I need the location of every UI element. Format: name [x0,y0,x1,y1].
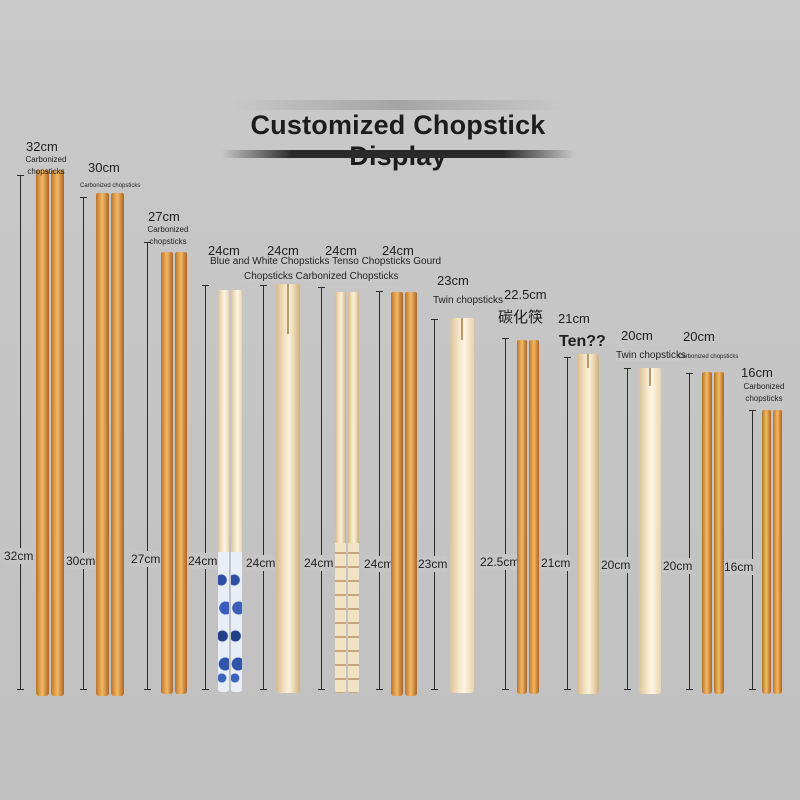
sub-label-16: Carbonized chopsticks [743,382,785,403]
chopstick-pair-twin-20 [639,368,661,694]
title-banner: Customized Chopstick Display [222,100,574,171]
side-label-22-5: 22.5cm [480,554,520,570]
chopstick [577,354,599,694]
measure-line-24a [202,285,209,690]
measure-line-20b [686,373,693,690]
sub-label-20a: Twin chopsticks [616,350,687,361]
blue-white-pattern [218,552,229,692]
top-label-24a: 24cm [208,243,240,258]
gourd-pattern [335,543,346,693]
top-label-27: 27cm [148,209,180,224]
top-label-20a: 20cm [621,328,653,343]
chopstick [714,372,724,694]
chopstick [96,193,109,696]
chopstick [231,290,242,692]
top-label-24c: 24cm [325,243,357,258]
top-label-23: 23cm [437,273,469,288]
side-label-24c: 24cm [304,555,334,571]
top-label-24d: 24cm [382,243,414,258]
side-label-16: 16cm [724,559,754,575]
chopstick [51,170,64,696]
title-shadow [232,100,564,110]
chopstick [391,292,403,696]
side-label-24b: 24cm [246,555,276,571]
measure-line-23 [431,319,438,690]
side-label-20b: 20cm [663,558,693,574]
page-title: Customized Chopstick Display [250,110,546,171]
top-label-21: 21cm [558,311,590,326]
measure-line-20a [624,368,631,690]
chopstick [702,372,712,694]
top-label-20b: 20cm [683,329,715,344]
chopstick [762,410,771,694]
side-label-24a: 24cm [188,553,218,569]
side-label-27: 27cm [131,551,161,567]
chopstick-pair-32 [34,170,66,696]
side-label-24d: 24cm [364,556,394,572]
side-label-23: 23cm [418,556,448,572]
chopstick-pair-blue-white [217,290,243,692]
sub-label-30: Carbonized chopsticks [80,183,141,189]
chopstick [175,252,187,694]
title-underline [222,150,574,158]
chopstick-pair-21 [577,354,599,694]
chopstick-pair-tenso [276,284,300,693]
side-label-21: 21cm [541,555,571,571]
side-label-30: 30cm [66,553,96,569]
chopstick [335,292,346,693]
chopstick [639,368,661,694]
chopstick [36,170,49,696]
chopstick [218,290,229,692]
measure-line-21 [564,357,571,690]
measure-line-16 [749,410,756,690]
gourd-pattern [348,543,359,693]
measure-line-24c [318,287,325,690]
measure-line-27 [144,242,151,690]
top-label-30: 30cm [88,160,120,175]
twin-split [461,318,463,340]
chopstick [450,318,474,693]
chopstick-pair-gourd [335,292,359,693]
chopstick-pair-16 [762,410,782,694]
chopstick [773,410,782,694]
chopstick [405,292,417,696]
sub-label-27: Carbonized chopsticks [147,225,189,246]
sub-label-32: Carbonized chopsticks [25,155,67,176]
measure-line-30 [80,197,87,690]
chopstick-pair-twin-23 [450,318,474,693]
twin-split [287,284,289,334]
chopstick-pair-22-5 [517,340,539,694]
group-label-line1: Blue and White Chopsticks Tenso Chopstic… [210,256,442,267]
measure-line-24d [376,291,383,690]
chopstick [111,193,124,696]
side-label-20a: 20cm [601,557,631,573]
chopstick-pair-30 [95,193,125,696]
chopstick-pair-20-carbonized [702,372,724,694]
chopstick-pair-24-carbonized [391,292,417,696]
sub-label-22-5: 碳化筷 [498,309,544,326]
top-label-22-5: 22.5cm [504,287,547,302]
twin-split [649,368,651,386]
chopstick-pair-27 [160,252,188,694]
chopstick [529,340,539,694]
top-label-16: 16cm [741,365,773,380]
measure-line-32 [17,175,24,690]
sub-label-20b: Carbonized chopsticks [678,354,739,360]
side-label-32: 32cm [4,548,34,564]
top-label-24b: 24cm [267,243,299,258]
measure-line-24b [260,285,267,690]
measure-line-22-5 [502,338,509,690]
chopstick [161,252,173,694]
blue-white-pattern [231,552,242,692]
sub-label-21: Ten?? [559,333,606,350]
top-label-32: 32cm [26,139,58,154]
group-label-line2: Chopsticks Carbonized Chopsticks [244,271,399,282]
chopstick [348,292,359,693]
twin-split [587,354,589,368]
chopstick [517,340,527,694]
sub-label-23: Twin chopsticks [433,295,504,306]
chopstick [276,284,300,693]
